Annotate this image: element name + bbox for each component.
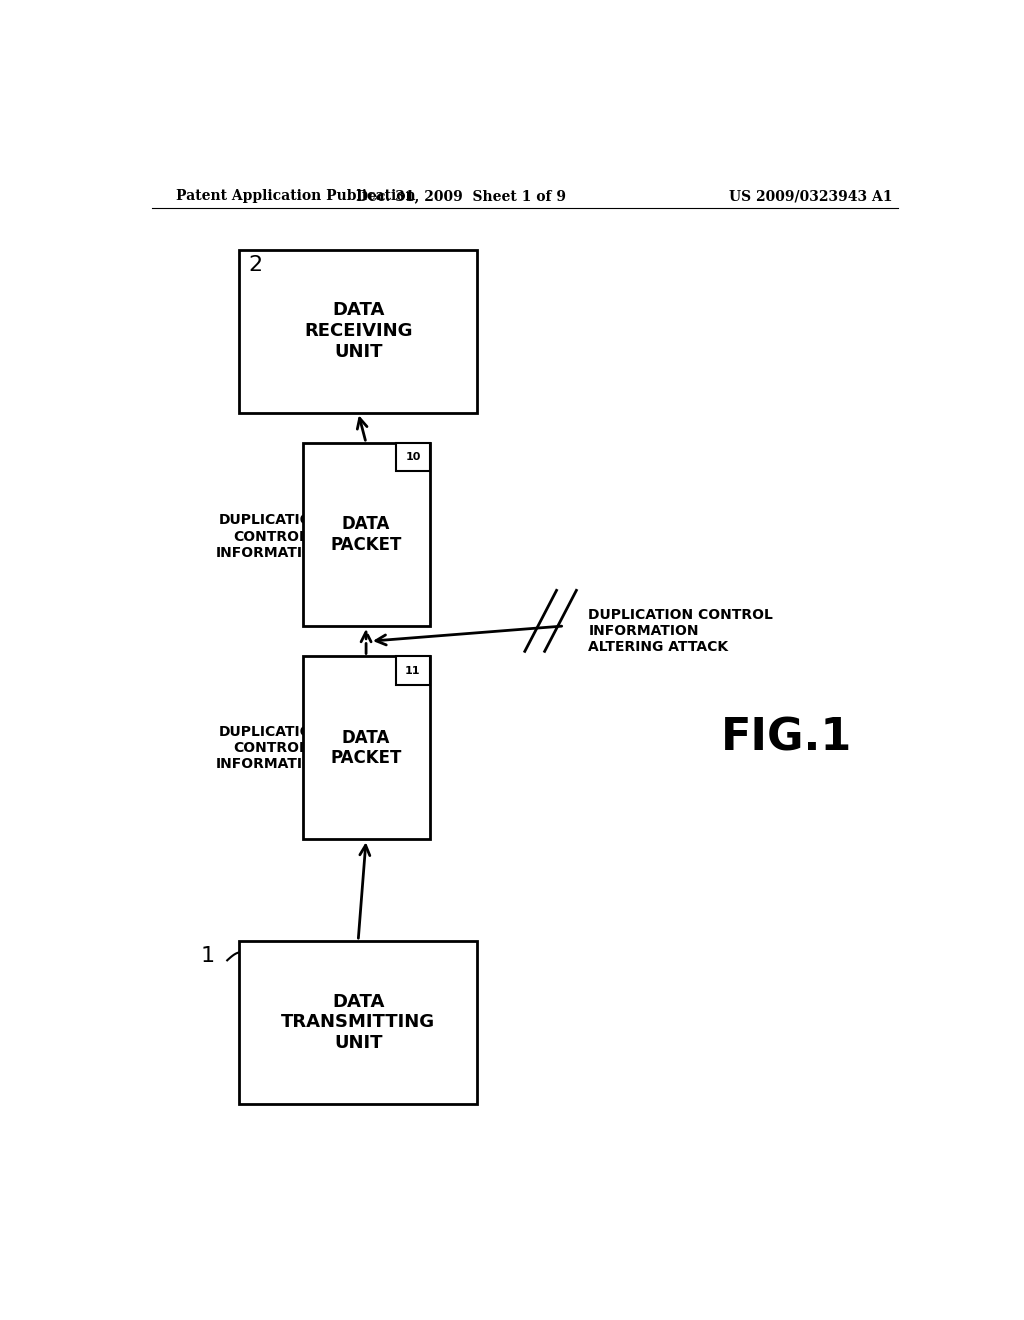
Text: DATA
PACKET: DATA PACKET bbox=[331, 729, 401, 767]
Text: FIG.1: FIG.1 bbox=[721, 717, 852, 759]
Text: 1: 1 bbox=[201, 946, 214, 966]
FancyBboxPatch shape bbox=[396, 656, 430, 685]
Text: 10: 10 bbox=[406, 453, 421, 462]
Text: 11: 11 bbox=[406, 665, 421, 676]
FancyBboxPatch shape bbox=[303, 656, 430, 840]
FancyBboxPatch shape bbox=[240, 941, 477, 1104]
Text: DATA
TRANSMITTING
UNIT: DATA TRANSMITTING UNIT bbox=[281, 993, 435, 1052]
Text: DUPLICATION CONTROL
INFORMATION
ALTERING ATTACK: DUPLICATION CONTROL INFORMATION ALTERING… bbox=[588, 607, 773, 655]
Text: US 2009/0323943 A1: US 2009/0323943 A1 bbox=[729, 189, 892, 203]
Text: DUPLICATION
CONTROL
INFORMATION: DUPLICATION CONTROL INFORMATION bbox=[216, 725, 326, 771]
FancyBboxPatch shape bbox=[303, 444, 430, 626]
Text: Patent Application Publication: Patent Application Publication bbox=[176, 189, 416, 203]
Text: DATA
RECEIVING
UNIT: DATA RECEIVING UNIT bbox=[304, 301, 413, 360]
Text: DATA
PACKET: DATA PACKET bbox=[331, 515, 401, 554]
Text: Dec. 31, 2009  Sheet 1 of 9: Dec. 31, 2009 Sheet 1 of 9 bbox=[356, 189, 566, 203]
FancyBboxPatch shape bbox=[396, 444, 430, 471]
FancyBboxPatch shape bbox=[240, 249, 477, 412]
Text: 2: 2 bbox=[248, 255, 262, 275]
Text: DUPLICATION
CONTROL
INFORMATION: DUPLICATION CONTROL INFORMATION bbox=[216, 513, 326, 560]
